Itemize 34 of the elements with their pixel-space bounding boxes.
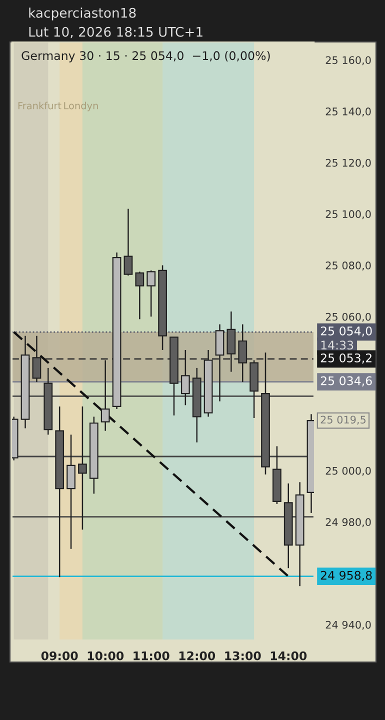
chart-title: kacperciaston18 (29, 8, 136, 20)
y-tick-label: 24 980,0 (326, 518, 371, 528)
text: 14:33 (321, 340, 354, 350)
y-tick-label: 25 000,0 (326, 466, 371, 476)
candlestick (124, 208, 133, 276)
candlestick (78, 406, 87, 530)
x-tick-label: 10:00 (88, 651, 124, 660)
text: 25 053,2 (320, 353, 372, 364)
y-tick-label: 25 140,0 (326, 108, 371, 116)
x-tick-label: 12:00 (179, 651, 216, 660)
y-tick-label: 25 120,0 (326, 158, 371, 168)
x-tick-label: 11:00 (134, 651, 170, 660)
y-tick-label: 25 080,0 (326, 262, 371, 270)
y-tick-label: 24 940,0 (326, 620, 371, 630)
band-label: Frankfurt (18, 102, 62, 110)
ref-line-label: 24 958,8 (320, 570, 372, 581)
band-label: Londyn (64, 102, 98, 112)
y-tick-label: 25 160,0 (326, 56, 371, 66)
x-tick-label: 14:00 (270, 651, 307, 660)
y-tick-label: 25 100,0 (326, 210, 371, 220)
ref-line-label: 25 054,0 (320, 326, 372, 337)
annotation: Germany 30 · 15 · 25 054,0 −1,0 (0,00%) (22, 50, 270, 62)
candlestick (135, 271, 144, 320)
candlestick (32, 335, 42, 383)
candlestick (146, 270, 156, 318)
x-tick-label: 09:00 (41, 651, 78, 660)
x-tick-label: 13:00 (225, 651, 261, 660)
candlestick (180, 349, 190, 406)
chart-subtitle: Lut 10, 2026 18:15 UTC+1 (29, 26, 202, 38)
y-tick-label: 25 060,0 (326, 312, 371, 322)
text: 25 019,5 (320, 416, 366, 425)
candlestick (100, 360, 110, 432)
candlestick (66, 434, 76, 550)
ref-line-label: 25 034,6 (320, 376, 372, 386)
